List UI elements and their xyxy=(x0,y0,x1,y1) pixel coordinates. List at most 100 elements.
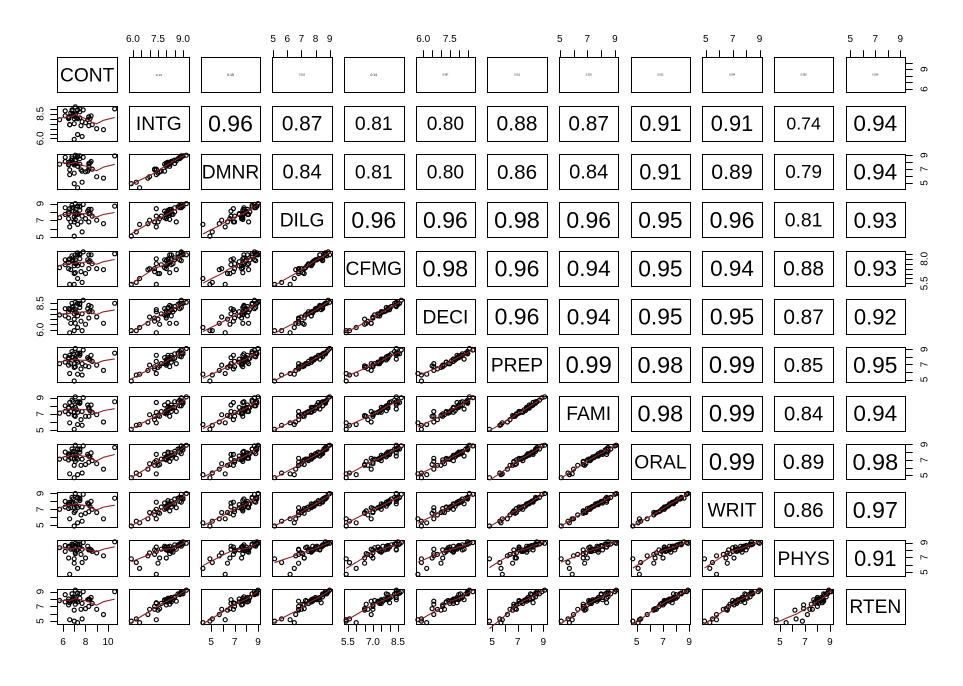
svg-text:0.87: 0.87 xyxy=(282,113,323,136)
svg-text:8.5: 8.5 xyxy=(35,106,46,120)
svg-text:8.5: 8.5 xyxy=(391,637,405,648)
svg-text:PREP: PREP xyxy=(491,356,543,377)
svg-text:0.050: 0.050 xyxy=(801,74,808,77)
svg-text:7: 7 xyxy=(920,166,931,172)
svg-text:6.0: 6.0 xyxy=(35,131,46,145)
svg-text:8.5: 8.5 xyxy=(35,296,46,310)
svg-text:5: 5 xyxy=(703,34,709,45)
svg-text:0.025: 0.025 xyxy=(586,74,593,77)
svg-text:0.87: 0.87 xyxy=(783,306,824,329)
svg-text:5: 5 xyxy=(777,637,783,648)
svg-text:9: 9 xyxy=(898,34,904,45)
svg-text:6: 6 xyxy=(920,86,931,92)
svg-text:0.88: 0.88 xyxy=(497,113,538,136)
svg-text:0.96: 0.96 xyxy=(208,110,253,136)
svg-text:0.96: 0.96 xyxy=(423,207,468,233)
svg-text:7: 7 xyxy=(920,361,931,367)
svg-text:5: 5 xyxy=(35,522,46,528)
svg-text:5: 5 xyxy=(920,472,931,478)
svg-text:0.034: 0.034 xyxy=(872,74,879,77)
svg-text:7.5: 7.5 xyxy=(151,34,165,45)
svg-text:0.84: 0.84 xyxy=(569,162,608,184)
svg-text:0.95: 0.95 xyxy=(853,352,897,378)
svg-text:0.85: 0.85 xyxy=(784,355,824,377)
svg-text:9: 9 xyxy=(327,34,333,45)
svg-text:0.95: 0.95 xyxy=(638,207,682,233)
svg-text:FAMI: FAMI xyxy=(566,404,611,425)
svg-text:0.96: 0.96 xyxy=(566,207,611,233)
svg-text:0.87: 0.87 xyxy=(568,113,609,136)
svg-text:7.0: 7.0 xyxy=(366,637,380,648)
svg-text:0.94: 0.94 xyxy=(710,256,754,281)
svg-text:5.5: 5.5 xyxy=(920,276,931,290)
svg-text:0.94: 0.94 xyxy=(853,401,897,426)
svg-text:0.91: 0.91 xyxy=(639,111,681,136)
svg-text:9: 9 xyxy=(920,66,931,72)
svg-text:0.81: 0.81 xyxy=(355,161,393,183)
svg-text:0.012: 0.012 xyxy=(299,74,306,77)
svg-text:9: 9 xyxy=(920,441,931,447)
svg-text:7: 7 xyxy=(660,637,666,648)
svg-text:10: 10 xyxy=(102,637,114,648)
svg-text:7: 7 xyxy=(920,457,931,463)
svg-text:0.99: 0.99 xyxy=(709,402,755,428)
svg-text:0.91: 0.91 xyxy=(854,546,896,571)
svg-text:0.98: 0.98 xyxy=(638,401,684,427)
svg-text:6.0: 6.0 xyxy=(416,34,430,45)
svg-text:0.012: 0.012 xyxy=(657,74,664,77)
svg-text:9: 9 xyxy=(612,34,618,45)
svg-text:7: 7 xyxy=(35,603,46,609)
svg-text:5: 5 xyxy=(208,637,214,648)
svg-text:CFMG: CFMG xyxy=(346,259,403,280)
svg-text:8: 8 xyxy=(313,34,319,45)
svg-text:8.0: 8.0 xyxy=(920,251,931,265)
svg-text:0.81: 0.81 xyxy=(785,210,823,232)
svg-text:0.86: 0.86 xyxy=(497,161,537,184)
svg-text:0.96: 0.96 xyxy=(710,207,755,233)
svg-text:9.0: 9.0 xyxy=(176,34,190,45)
svg-text:0.84: 0.84 xyxy=(784,403,823,425)
svg-text:0.98: 0.98 xyxy=(852,449,898,475)
svg-text:8: 8 xyxy=(83,637,89,648)
svg-text:9: 9 xyxy=(35,588,46,594)
svg-text:CONT: CONT xyxy=(60,66,115,87)
svg-text:RTEN: RTEN xyxy=(849,597,901,618)
svg-text:0.95: 0.95 xyxy=(638,255,682,281)
svg-text:PHYS: PHYS xyxy=(777,549,829,570)
svg-text:0.80: 0.80 xyxy=(427,162,464,183)
svg-text:5: 5 xyxy=(634,637,640,648)
svg-text:7: 7 xyxy=(35,506,46,512)
svg-text:6.0: 6.0 xyxy=(126,34,140,45)
svg-text:6: 6 xyxy=(285,34,291,45)
svg-text:7: 7 xyxy=(873,34,879,45)
svg-text:9: 9 xyxy=(35,394,46,400)
svg-text:7: 7 xyxy=(515,637,521,648)
svg-text:0.84: 0.84 xyxy=(283,162,322,184)
svg-text:7: 7 xyxy=(730,34,736,45)
svg-text:0.80: 0.80 xyxy=(427,114,464,135)
svg-text:DILG: DILG xyxy=(280,211,325,232)
svg-text:9: 9 xyxy=(920,152,931,158)
svg-text:6: 6 xyxy=(60,637,66,648)
svg-text:0.92: 0.92 xyxy=(854,304,897,329)
svg-text:0.087: 0.087 xyxy=(442,74,449,77)
svg-text:0.81: 0.81 xyxy=(355,113,393,135)
svg-text:5: 5 xyxy=(920,569,931,575)
svg-text:5: 5 xyxy=(557,34,563,45)
svg-text:9: 9 xyxy=(35,200,46,206)
svg-text:7: 7 xyxy=(585,34,591,45)
svg-text:9: 9 xyxy=(35,490,46,496)
svg-text:0.98: 0.98 xyxy=(494,207,540,233)
svg-text:ORAL: ORAL xyxy=(634,452,687,473)
svg-text:5: 5 xyxy=(920,376,931,382)
svg-text:7: 7 xyxy=(802,637,808,648)
svg-text:DMNR: DMNR xyxy=(202,162,260,183)
svg-text:0.91: 0.91 xyxy=(711,111,753,136)
svg-text:0.94: 0.94 xyxy=(567,256,611,281)
svg-text:9: 9 xyxy=(541,637,547,648)
svg-text:7: 7 xyxy=(299,34,305,45)
svg-text:9: 9 xyxy=(255,637,261,648)
svg-text:5: 5 xyxy=(489,637,495,648)
svg-text:DECI: DECI xyxy=(422,307,468,328)
svg-text:0.91: 0.91 xyxy=(639,159,681,184)
